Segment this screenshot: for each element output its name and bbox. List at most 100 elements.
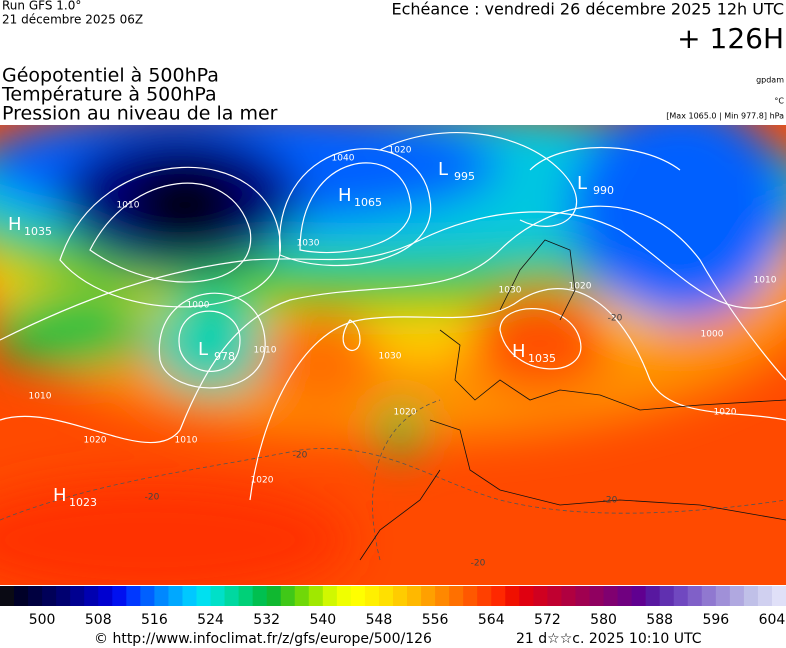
lead-time: + 126H (677, 22, 784, 55)
color-cell (168, 586, 183, 606)
isobar-label: 1040 (332, 154, 355, 164)
system-pressure: 995 (454, 170, 475, 183)
color-cell (463, 586, 478, 606)
color-cell (757, 586, 773, 606)
isobar-label: 1010 (117, 201, 140, 211)
isotherm-label: -20 (603, 496, 618, 506)
system-kind: H (338, 185, 352, 206)
system-pressure: 1065 (354, 196, 382, 209)
color-cell (407, 586, 422, 606)
color-cell (687, 586, 703, 606)
color-cell (0, 586, 15, 606)
color-cell (210, 586, 226, 606)
isotherm-label: -20 (471, 559, 486, 569)
legend-tick-label: 596 (702, 612, 729, 628)
system-kind: H (8, 214, 22, 235)
color-cell (533, 586, 548, 606)
color-cell (294, 586, 310, 606)
color-cell (28, 586, 43, 606)
color-cell (378, 586, 394, 606)
isobar-label: 1030 (499, 286, 522, 296)
field: Géopotentiel à 500hPa (2, 65, 219, 87)
color-cell (42, 586, 57, 606)
system-pressure: 1035 (528, 352, 556, 365)
valid-time: Echéance : vendredi 26 décembre 2025 12h… (392, 0, 785, 19)
run-date: 21 décembre 2025 06Z (2, 13, 143, 27)
color-cell (659, 586, 675, 606)
isobar-label: 1030 (297, 239, 320, 249)
legend-tick-label: 564 (478, 612, 505, 628)
isobar-label: 1020 (569, 282, 592, 292)
isobar-label: 1010 (175, 436, 198, 446)
color-cell (14, 586, 29, 606)
color-cell (350, 586, 366, 606)
color-cell (449, 586, 464, 606)
color-cell (477, 586, 492, 606)
unit: gpdam (756, 76, 784, 85)
isobar-label: 1010 (754, 276, 777, 286)
footer-source: © http://www.infoclimat.fr/z/gfs/europe/… (94, 631, 432, 647)
color-cell (154, 586, 169, 606)
map (0, 125, 786, 585)
color-cell (70, 586, 85, 606)
system-pressure: 1035 (24, 225, 52, 238)
color-cell (603, 586, 619, 606)
isobar-label: 1020 (714, 408, 737, 418)
color-cell (743, 586, 759, 606)
color-cell (771, 586, 786, 606)
color-cell (617, 586, 633, 606)
system-pressure: 978 (214, 350, 235, 363)
legend-tick-label: 532 (253, 612, 280, 628)
isotherm-label: -20 (608, 314, 623, 324)
system-kind: L (577, 173, 587, 194)
system-kind: H (512, 341, 526, 362)
system-kind: L (438, 159, 448, 180)
legend-tick-label: 580 (590, 612, 617, 628)
color-cell (519, 586, 534, 606)
color-cell (575, 586, 590, 606)
isobar-label: 1000 (187, 301, 210, 311)
isobar-label: 1020 (389, 146, 412, 156)
color-cell (112, 586, 127, 606)
color-cell (491, 586, 506, 606)
field: Pression au niveau de la mer (2, 103, 278, 125)
system-kind: L (198, 339, 208, 360)
color-cell (505, 586, 520, 606)
color-cell (238, 586, 254, 606)
color-cell (266, 586, 282, 606)
legend-tick-label: 508 (85, 612, 112, 628)
color-cell (182, 586, 197, 606)
color-cell (140, 586, 155, 606)
color-cell (84, 586, 99, 606)
color-cell (364, 586, 380, 606)
color-cell (715, 586, 731, 606)
isotherm-label: -20 (293, 451, 308, 461)
legend-tick-label: 548 (366, 612, 393, 628)
color-cell (252, 586, 268, 606)
isobar-label: 1010 (254, 346, 277, 356)
system-pressure: 990 (593, 184, 614, 197)
system-pressure: 1023 (69, 496, 97, 509)
color-cell (98, 586, 113, 606)
color-cell (729, 586, 745, 606)
unit: [Max 1065.0 | Min 977.8] hPa (666, 112, 784, 121)
color-cell (631, 586, 647, 606)
color-cell (308, 586, 324, 606)
system-kind: H (53, 485, 67, 506)
color-cell (393, 586, 408, 606)
color-cell (322, 586, 338, 606)
legend-tick-label: 604 (759, 612, 786, 628)
run: Run GFS 1.0° (2, 0, 81, 13)
isobar-label: 1010 (29, 392, 52, 402)
color-cell (645, 586, 661, 606)
color-cell (56, 586, 71, 606)
legend-tick-label: 588 (646, 612, 673, 628)
legend-tick-label: 524 (197, 612, 224, 628)
isobar-label: 1000 (701, 330, 724, 340)
color-cell (589, 586, 605, 606)
unit: °C (774, 97, 784, 106)
legend-tick-label: 556 (422, 612, 449, 628)
legend-tick-label: 500 (29, 612, 56, 628)
